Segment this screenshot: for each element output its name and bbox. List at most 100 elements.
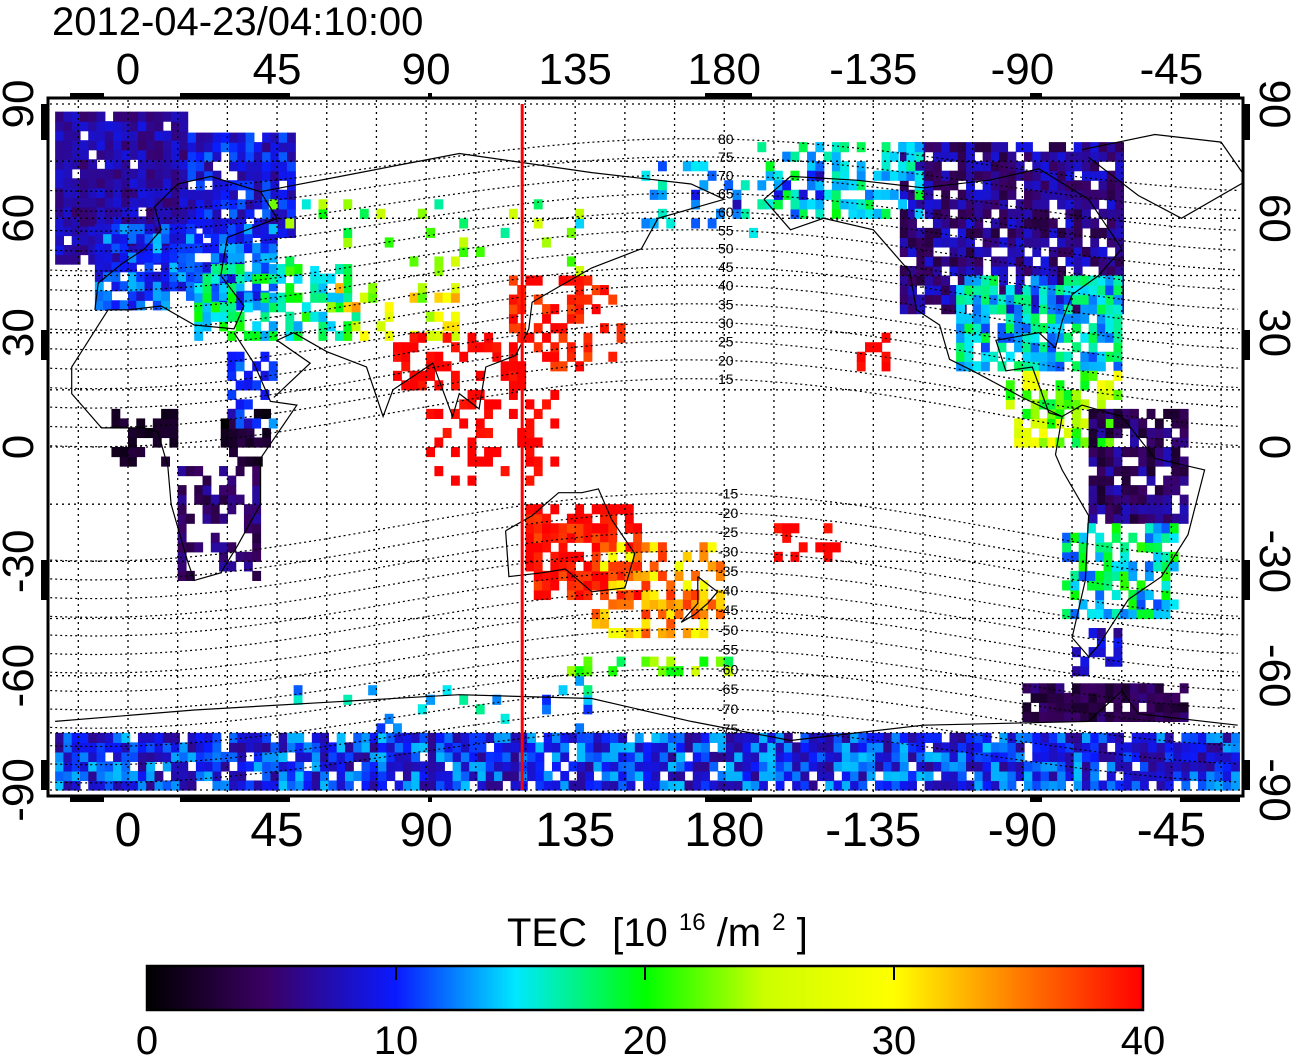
- tec-cell: [169, 281, 179, 292]
- tec-cell: [982, 170, 992, 181]
- tec-cell: [402, 742, 412, 753]
- frame-bar-bottom: [1180, 796, 1240, 802]
- tec-cell: [542, 304, 551, 315]
- tec-cell: [1090, 218, 1100, 229]
- tec-cell: [469, 770, 479, 782]
- tec-cell: [409, 292, 419, 303]
- tec-cell: [1115, 256, 1125, 267]
- tec-cell: [575, 218, 585, 229]
- tec-cell: [1080, 275, 1090, 286]
- tec-cell: [707, 218, 717, 229]
- tec-cell: [1138, 494, 1148, 505]
- tec-cell: [1206, 751, 1216, 763]
- tec-cell: [104, 130, 114, 141]
- tec-cell: [88, 780, 98, 791]
- tec-cell: [1030, 399, 1040, 410]
- tec-cell: [452, 780, 462, 791]
- left-lat-tick-label: 60: [0, 194, 43, 243]
- tec-cell: [990, 265, 1000, 277]
- tec-cell: [543, 770, 553, 782]
- tec-cell: [1015, 237, 1025, 248]
- tec-cell: [891, 742, 901, 753]
- tec-cell: [964, 294, 974, 305]
- tec-cell: [1065, 170, 1075, 181]
- tec-cell: [616, 589, 626, 601]
- tec-cell: [568, 780, 578, 791]
- tec-cell: [957, 246, 967, 258]
- tec-cell: [1024, 265, 1033, 277]
- tec-cell: [1072, 275, 1081, 286]
- tec-cell: [717, 770, 727, 782]
- tec-cell: [71, 751, 81, 763]
- tec-cell: [55, 761, 65, 772]
- tec-cell: [1015, 742, 1025, 753]
- tec-cell: [990, 142, 1000, 153]
- tec-cell: [301, 199, 311, 210]
- tec-cell: [990, 161, 1000, 172]
- tec-cell: [154, 225, 164, 237]
- tec-cell: [1088, 332, 1098, 343]
- tec-cell: [1113, 389, 1123, 400]
- tec-cell: [932, 142, 942, 153]
- tec-cell: [874, 751, 884, 763]
- tec-cell: [972, 361, 982, 372]
- tec-cell: [121, 159, 131, 170]
- tec-cell: [658, 666, 667, 677]
- tec-cell: [220, 751, 230, 763]
- tec-cell: [63, 245, 73, 256]
- tec-cell: [426, 361, 436, 372]
- tec-cell: [154, 111, 164, 122]
- tec-cell: [253, 437, 263, 448]
- tec-cell: [311, 732, 321, 743]
- tec-cell: [641, 628, 651, 639]
- tec-cell: [450, 447, 460, 458]
- tec-cell: [1206, 761, 1216, 772]
- tec-cell: [287, 208, 296, 219]
- tec-cell: [500, 227, 510, 238]
- tec-cell: [1128, 532, 1138, 543]
- tec-cell: [63, 197, 73, 208]
- tec-cell: [260, 292, 270, 303]
- tec-cell: [1024, 218, 1033, 229]
- tec-cell: [318, 273, 328, 284]
- tec-cell: [262, 427, 272, 439]
- tec-cell: [641, 542, 651, 553]
- contour-label: 45: [718, 259, 734, 275]
- tec-cell: [1032, 751, 1042, 763]
- tec-cell: [1024, 256, 1033, 267]
- tec-cell: [601, 761, 611, 772]
- tec-cell: [916, 751, 926, 763]
- tec-cell: [701, 751, 710, 763]
- tec-cell: [1086, 608, 1096, 620]
- top-lon-tick-label: 45: [253, 45, 302, 94]
- tec-cell: [899, 237, 909, 248]
- tec-cell: [815, 180, 825, 191]
- tec-cell: [1173, 751, 1182, 763]
- tec-cell: [71, 732, 81, 743]
- tec-cell: [1146, 456, 1156, 467]
- tec-cell: [1038, 342, 1048, 353]
- tec-cell: [1113, 427, 1123, 439]
- tec-cell: [600, 504, 609, 515]
- tec-cell: [129, 130, 139, 141]
- tec-cell: [916, 265, 926, 277]
- tec-cell: [111, 262, 121, 273]
- tec-cell: [154, 206, 164, 218]
- tec-cell: [750, 761, 760, 772]
- tec-cell: [982, 180, 992, 191]
- tec-cell: [666, 618, 676, 629]
- tec-cell: [320, 732, 330, 743]
- tec-cell: [253, 732, 263, 743]
- tec-cell: [1138, 456, 1148, 467]
- frame-bar-bottom: [428, 796, 432, 802]
- tec-cell: [972, 275, 982, 286]
- tec-cell: [956, 304, 966, 315]
- tec-cell: [1057, 742, 1067, 753]
- tec-cell: [202, 262, 212, 273]
- tec-cell: [674, 570, 684, 581]
- tec-cell: [79, 140, 89, 151]
- tec-cell: [990, 227, 1000, 238]
- tec-cell: [369, 732, 379, 743]
- tec-cell: [1038, 323, 1048, 334]
- tec-cell: [899, 770, 909, 782]
